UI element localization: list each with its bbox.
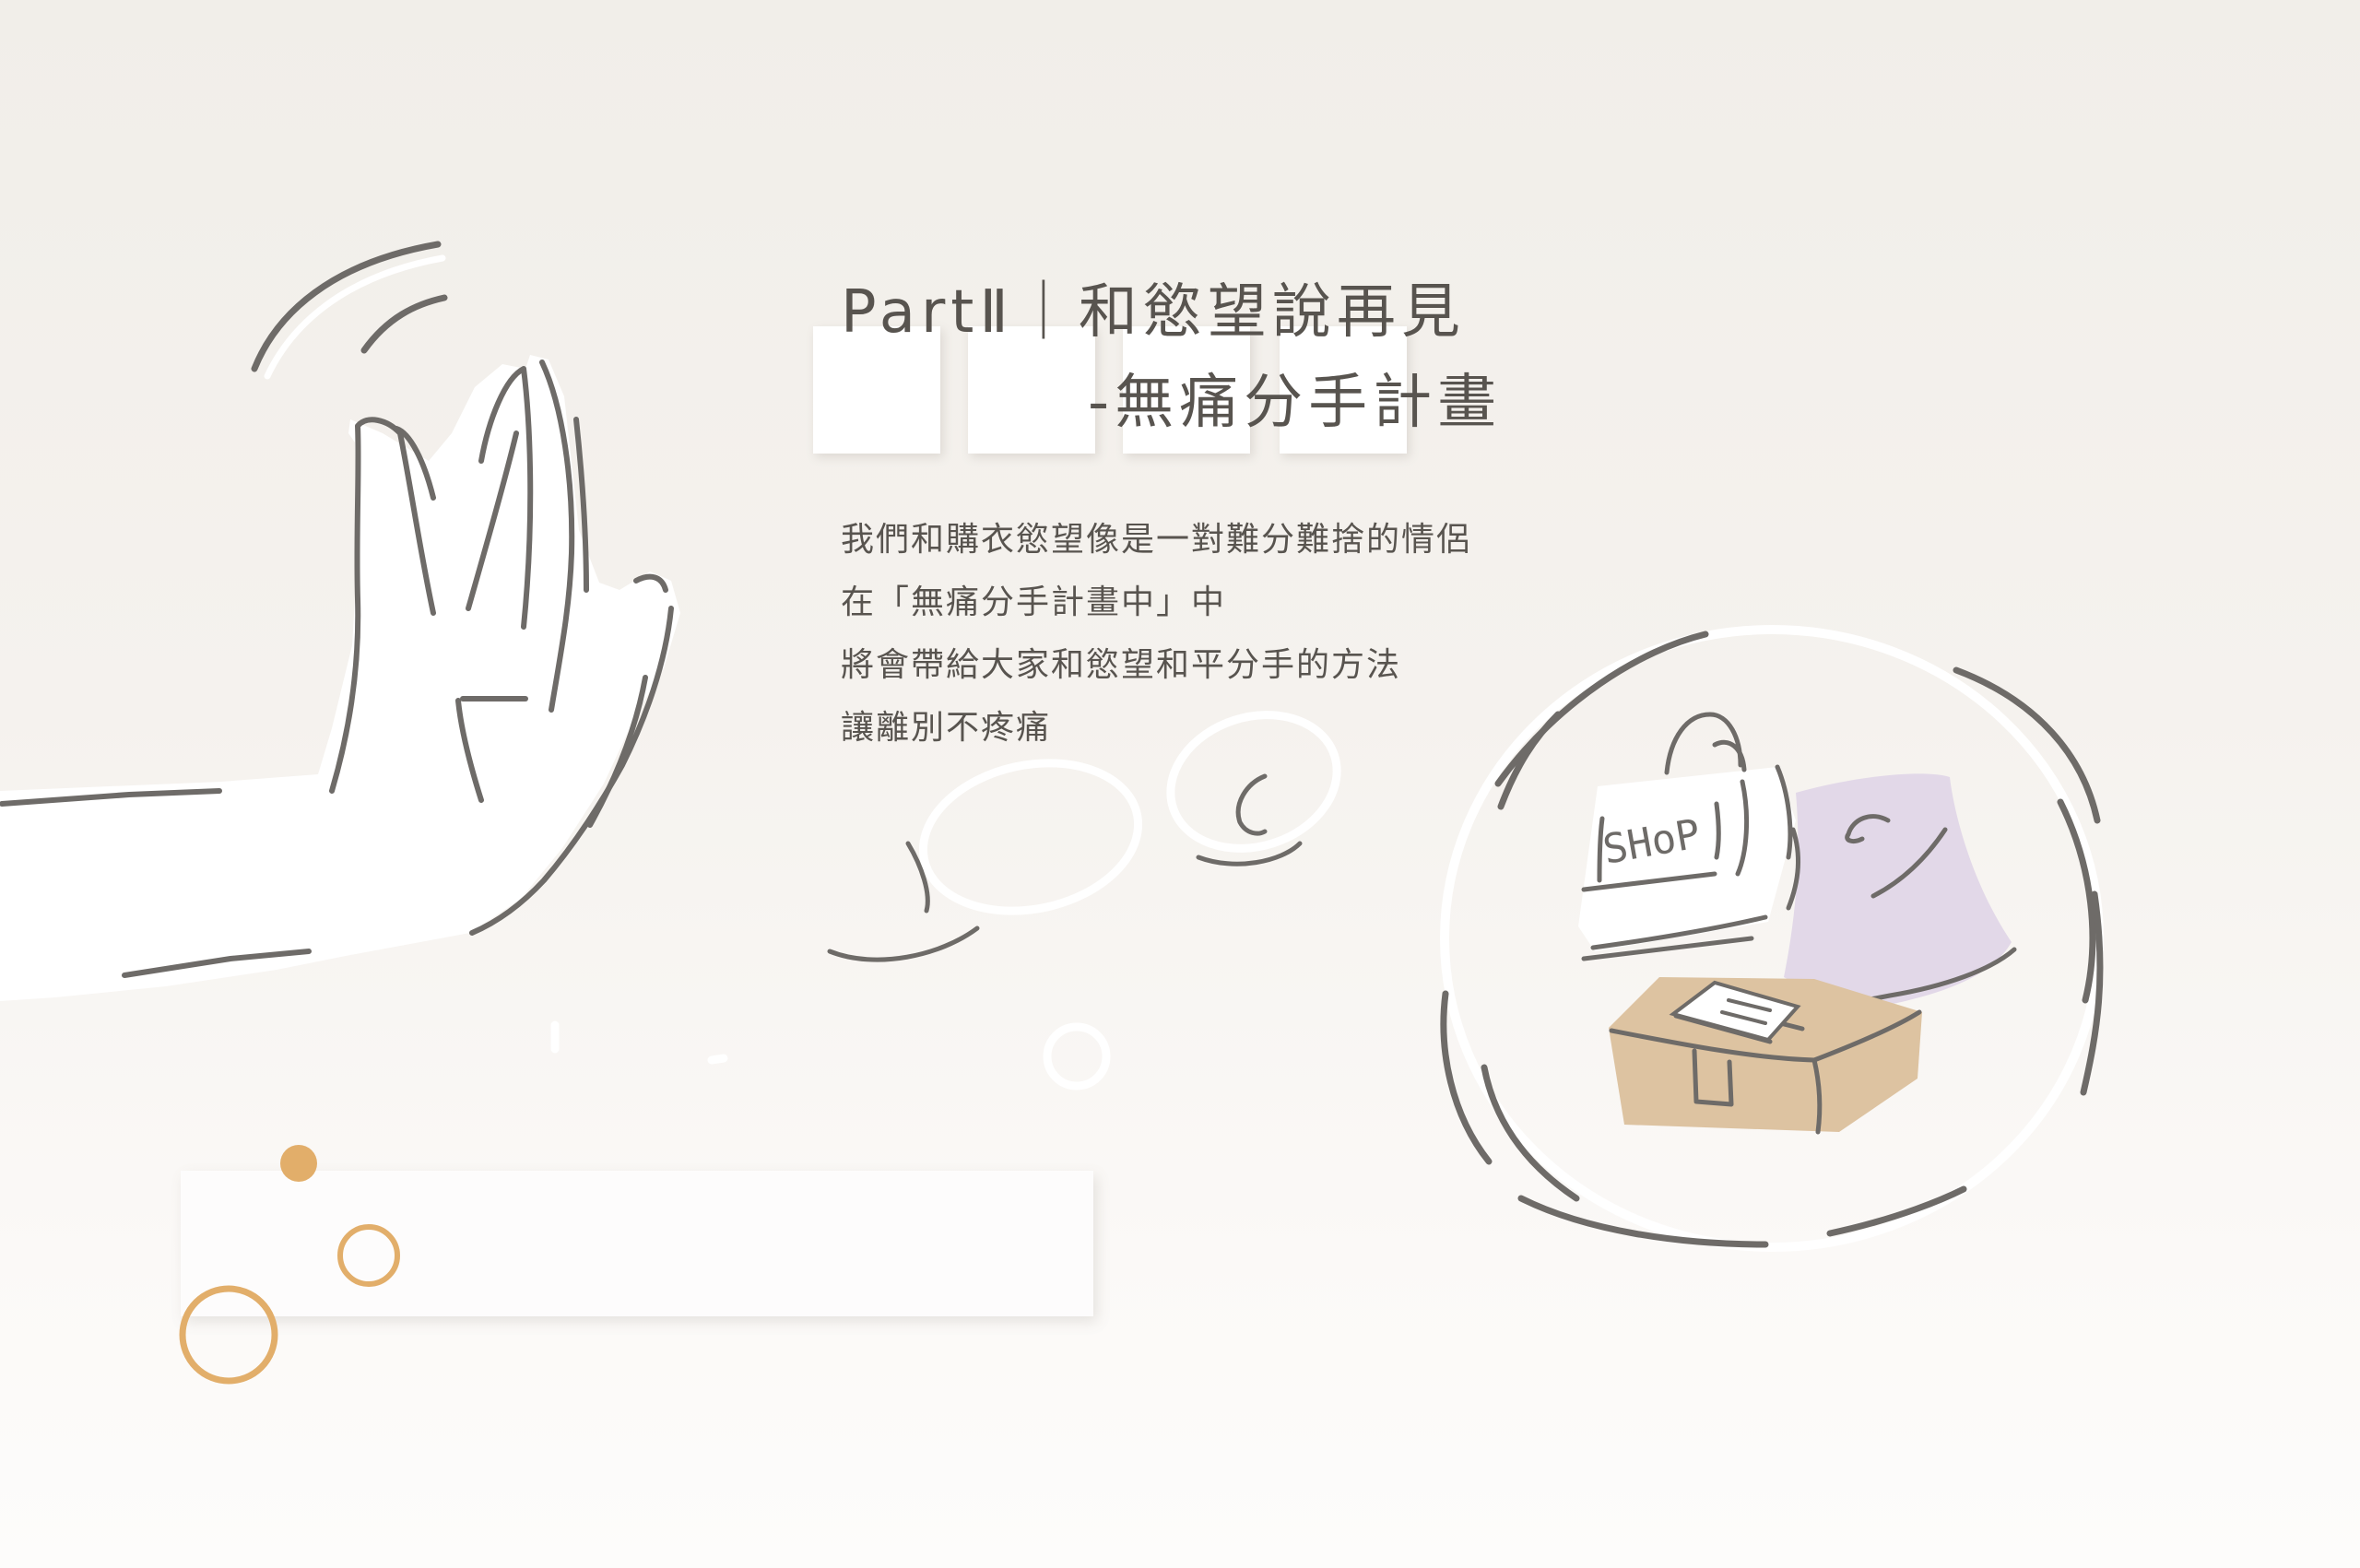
title-square: [1280, 326, 1407, 454]
shopping-bag-icon: SHoP: [1578, 712, 1800, 961]
shopping-bubble: SHoP: [1440, 625, 2104, 1252]
intro-line: 將會帶給大家和慾望和平分手的方法: [841, 646, 1402, 684]
shopping-bag-icon: [1784, 773, 2017, 1012]
decorative-circles: [179, 1145, 400, 1385]
title-square: [968, 326, 1095, 454]
intro-line: 讓離別不疼痛: [841, 709, 1052, 747]
bubble-icon: [550, 711, 1341, 1091]
intro-line: 在「無痛分手計畫中」中: [841, 584, 1227, 621]
page-title: PartⅡ｜和慾望說再見 -無痛分手計畫: [841, 267, 1502, 448]
intro-paragraph: 我們和購衣慾望像是一對難分難捨的情侶 在「無痛分手計畫中」中 將會帶給大家和慾望…: [841, 509, 1471, 760]
intro-line: 我們和購衣慾望像是一對難分難捨的情侶: [841, 521, 1472, 559]
title-square: [813, 326, 940, 454]
waving-hand-icon: [0, 241, 680, 1001]
title-square: [1123, 326, 1250, 454]
page-title-line-1: PartⅡ｜和慾望說再見: [841, 278, 1466, 347]
page-title-line-2: -無痛分手計畫: [1088, 369, 1503, 437]
bottom-card: [181, 1171, 1093, 1316]
parcel-box-icon: [1609, 977, 1922, 1135]
